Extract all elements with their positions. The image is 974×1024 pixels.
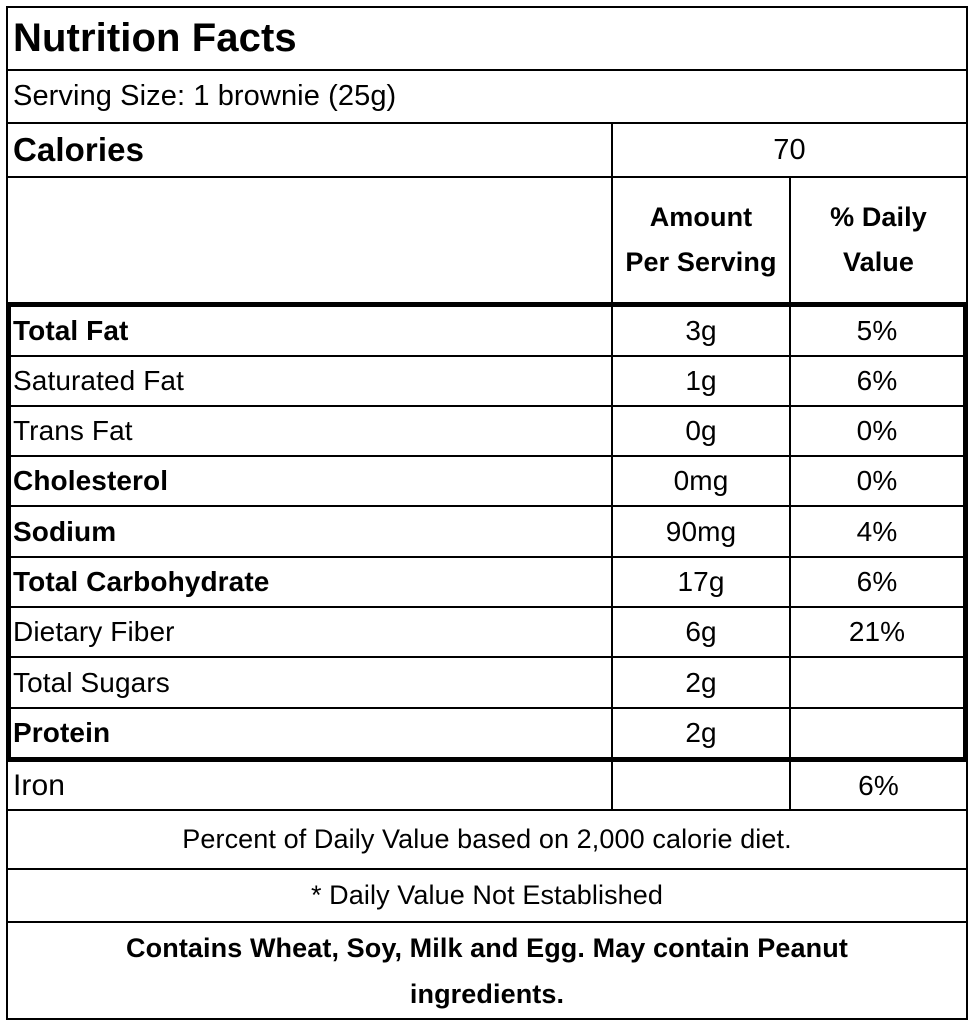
divider-header-thick xyxy=(6,302,968,307)
nutrient-daily-value: 0% xyxy=(856,415,898,446)
label-title: Nutrition Facts xyxy=(13,16,297,60)
nutrient-amount: 1g xyxy=(685,365,717,396)
nutrient-daily-value: 21% xyxy=(848,616,906,647)
header-daily-value: % Daily Value xyxy=(791,178,966,302)
divider-iron xyxy=(6,809,968,811)
divider-footnote-2 xyxy=(6,921,968,923)
nutrient-amount: 0g xyxy=(685,415,717,446)
divider-row-8 xyxy=(6,707,968,709)
divider-row-3 xyxy=(6,455,968,457)
nutrient-name: Trans Fat xyxy=(13,415,133,446)
nutrition-facts-label: Nutrition Facts Serving Size: 1 brownie … xyxy=(6,6,968,1020)
divider-row-5 xyxy=(6,556,968,558)
nutrient-amount: 17g xyxy=(677,566,725,597)
nutrient-daily-value: 0% xyxy=(856,465,898,496)
nutrient-daily-value xyxy=(791,658,963,707)
outer-border-top xyxy=(6,6,968,8)
nutrient-name: Total Sugars xyxy=(13,666,170,698)
nutrient-daily-value: 6% xyxy=(856,566,898,597)
nutrient-amount: 0mg xyxy=(673,465,729,496)
column-divider-amount xyxy=(611,176,613,811)
nutrient-amount: 6g xyxy=(685,616,717,647)
header-amount-per-serving: Amount Per Serving xyxy=(613,178,789,302)
column-divider-calories xyxy=(611,122,613,178)
nutrient-name: Protein xyxy=(13,717,111,748)
outer-border-bottom xyxy=(6,1018,968,1020)
column-divider-daily xyxy=(789,176,791,811)
nutrient-amount: 3g xyxy=(685,315,717,346)
calories-label: Calories xyxy=(13,131,145,168)
divider-row-7 xyxy=(6,656,968,658)
divider-serving xyxy=(6,122,968,124)
nutrient-daily-value: 4% xyxy=(856,515,898,547)
footnote-not-established: * Daily Value Not Established xyxy=(310,880,664,910)
serving-size: Serving Size: 1 brownie (25g) xyxy=(13,80,397,112)
nutrient-name: Cholesterol xyxy=(13,465,169,496)
iron-name: Iron xyxy=(13,768,66,802)
iron-daily-value: 6% xyxy=(858,769,899,801)
calories-value: 70 xyxy=(773,133,806,166)
divider-row-4 xyxy=(6,505,968,507)
divider-nutrients-thick xyxy=(6,757,968,762)
divider-title xyxy=(6,69,968,71)
nutrient-name: Total Fat xyxy=(13,315,129,346)
nutrient-amount: 2g xyxy=(685,666,717,698)
nutrient-name: Sodium xyxy=(13,515,117,547)
nutrient-name: Total Carbohydrate xyxy=(13,566,270,597)
iron-amount xyxy=(613,762,789,809)
header-amount-line2: Per Serving xyxy=(625,247,777,277)
nutrient-frame-right xyxy=(963,302,968,762)
divider-row-6 xyxy=(6,606,968,608)
header-daily-line1: % Daily xyxy=(830,202,927,232)
nutrient-name: Saturated Fat xyxy=(13,365,184,396)
nutrient-daily-value: 6% xyxy=(856,365,898,396)
nutrient-frame-left xyxy=(6,302,11,762)
divider-row-2 xyxy=(6,405,968,407)
nutrient-daily-value: 5% xyxy=(856,315,898,346)
header-amount-line1: Amount xyxy=(649,202,753,232)
allergen-statement: Contains Wheat, Soy, Milk and Egg. May c… xyxy=(126,932,848,1009)
divider-row-1 xyxy=(6,355,968,357)
header-daily-line2: Value xyxy=(842,247,915,277)
divider-footnote-1 xyxy=(6,868,968,870)
footnote-daily-value: Percent of Daily Value based on 2,000 ca… xyxy=(182,824,792,854)
nutrient-amount: 90mg xyxy=(665,515,737,547)
nutrient-amount: 2g xyxy=(685,717,717,748)
divider-calories xyxy=(6,176,968,178)
nutrient-daily-value xyxy=(791,709,963,757)
nutrient-name: Dietary Fiber xyxy=(13,616,175,647)
